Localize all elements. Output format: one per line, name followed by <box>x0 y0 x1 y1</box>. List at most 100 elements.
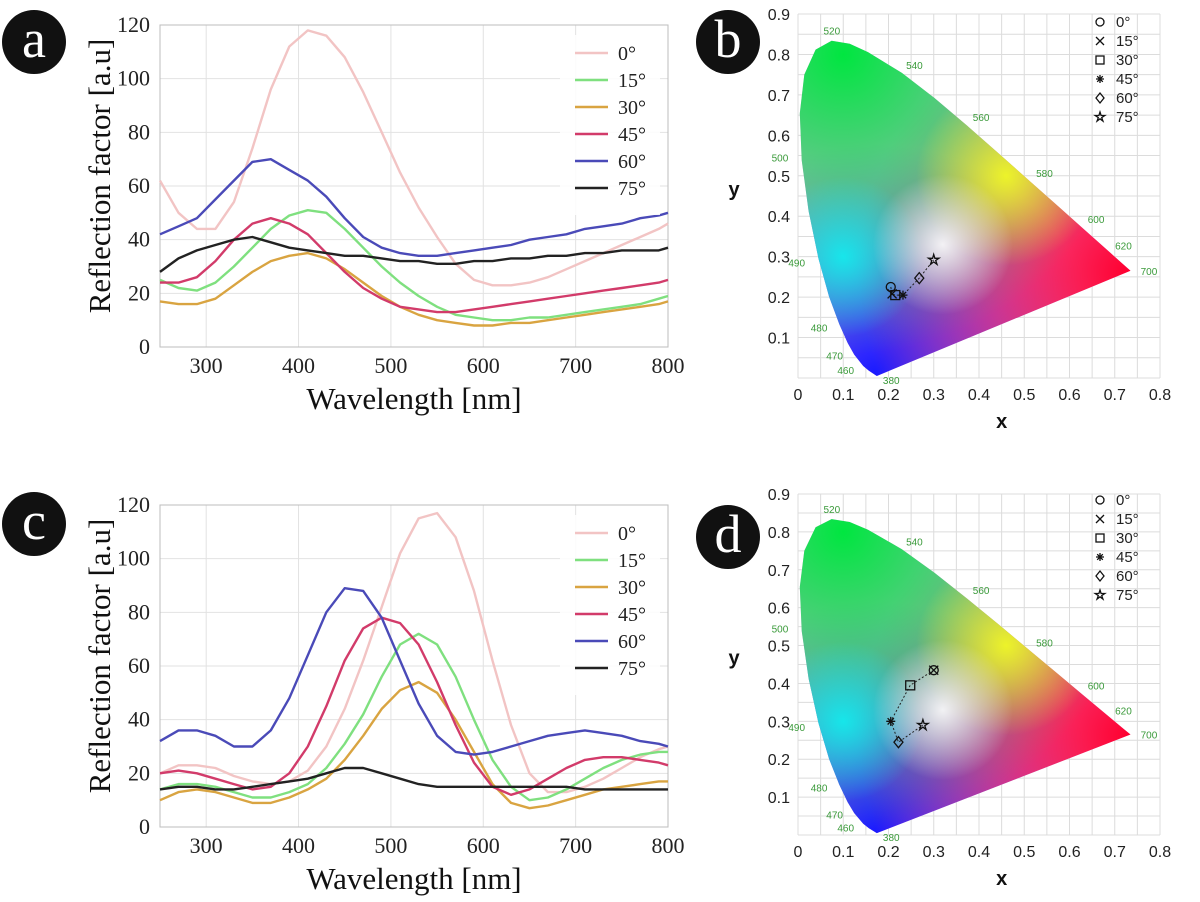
series-line-5 <box>159 235 669 273</box>
legend-label: 0° <box>1116 492 1130 509</box>
series-line-2 <box>159 251 669 327</box>
legend-label: 15° <box>1116 511 1139 528</box>
legend-marker-0 <box>1095 495 1105 505</box>
legend-label: 60° <box>1116 568 1139 585</box>
legend-label: 0° <box>1116 14 1130 31</box>
y-tick-label: 0.4 <box>768 676 790 693</box>
legend-marker-2 <box>1095 55 1105 65</box>
y-tick-label: 0.3 <box>768 714 790 731</box>
wavelength-label: 700 <box>1141 267 1158 278</box>
y-tick-label: 0.7 <box>768 563 790 580</box>
y-axis-title: y <box>728 648 740 670</box>
legend-marker-1 <box>1095 514 1105 524</box>
legend-label: 75° <box>618 178 646 200</box>
panel-label-a: a <box>2 10 66 74</box>
data-point-1 <box>928 665 939 676</box>
wavelength-label: 490 <box>788 723 805 734</box>
legend-label: 75° <box>618 658 646 680</box>
wavelength-label: 460 <box>837 824 854 835</box>
x-tick-label: 500 <box>374 833 407 858</box>
wavelength-label: 580 <box>1036 169 1053 180</box>
y-tick-label: 20 <box>128 280 150 305</box>
wavelength-label: 540 <box>906 61 923 72</box>
x-tick-label: 300 <box>190 833 223 858</box>
y-tick-label: 0.6 <box>768 128 790 145</box>
legend-label: 45° <box>618 124 646 146</box>
x-tick-label: 800 <box>652 353 685 378</box>
legend-label: 45° <box>1116 71 1139 88</box>
legend-label: 15° <box>1116 33 1139 50</box>
legend-label: 60° <box>618 631 646 653</box>
legend: 0° 15° 30° 45° 60° 75° <box>560 35 660 215</box>
legend-label: 0° <box>618 523 636 545</box>
x-tick-label: 0.8 <box>1149 387 1171 404</box>
wavelength-label: 700 <box>1141 731 1158 742</box>
x-tick-label: 0.4 <box>968 844 990 861</box>
legend-marker-2 <box>1095 533 1105 543</box>
x-tick-label: 400 <box>282 833 315 858</box>
legend-label: 75° <box>1116 109 1139 126</box>
y-tick-label: 0.9 <box>768 7 790 24</box>
x-tick-label: 0 <box>794 844 803 861</box>
y-tick-label: 60 <box>128 653 150 678</box>
x-tick-label: 0.3 <box>923 387 945 404</box>
x-axis-title: Wavelength [nm] <box>306 381 521 416</box>
wavelength-label: 620 <box>1115 241 1132 252</box>
wavelength-label: 500 <box>772 624 789 635</box>
reflection-chart-c: 300 400 500 600 700 800 0 20 40 60 80 100 120 Wavelen… <box>82 492 685 896</box>
legend-label: 30° <box>1116 530 1139 547</box>
x-tick-label: 700 <box>559 833 592 858</box>
y-tick-label: 120 <box>117 12 150 37</box>
x-tick-label: 0.2 <box>877 387 899 404</box>
y-tick-label: 100 <box>117 546 150 571</box>
data-point-0 <box>928 665 939 676</box>
legend-label: 15° <box>618 70 646 92</box>
series-line-0 <box>159 511 669 794</box>
y-tick-label: 0.2 <box>768 752 790 769</box>
panel-label-b: b <box>696 10 760 74</box>
wavelength-label: 480 <box>811 784 828 795</box>
x-axis-title: x <box>996 868 1007 890</box>
cie-diagram-d: 0 0.1 0.2 0.3 0.4 0.5 0.6 0.7 0.8 0.1 0.2 0.3 0.4 0.5… <box>728 487 1171 890</box>
legend-marker-5 <box>1093 587 1107 601</box>
wavelength-label: 520 <box>823 27 840 38</box>
wavelength-label: 540 <box>906 537 923 548</box>
legend-marker-0 <box>1095 17 1105 27</box>
wavelength-label: 480 <box>811 323 828 334</box>
y-axis-title: Reflection factor [a.u] <box>82 519 117 794</box>
y-tick-label: 0 <box>139 334 150 359</box>
x-tick-label: 0.1 <box>832 844 854 861</box>
data-point-3 <box>886 716 896 726</box>
legend-label: 0° <box>618 43 636 65</box>
legend-label: 45° <box>1116 549 1139 566</box>
legend-label: 30° <box>1116 52 1139 69</box>
legend-label: 15° <box>618 550 646 572</box>
x-tick-label: 0.5 <box>1013 387 1035 404</box>
legend-marker-5 <box>1093 109 1107 123</box>
legend-label: 60° <box>618 151 646 173</box>
x-tick-label: 700 <box>559 353 592 378</box>
x-tick-label: 0.5 <box>1013 844 1035 861</box>
legend-label: 30° <box>618 97 646 119</box>
series-line-4 <box>159 157 669 258</box>
y-tick-label: 120 <box>117 492 150 517</box>
plot-frame <box>159 504 669 828</box>
data-point-5 <box>915 717 931 732</box>
wavelength-label: 580 <box>1036 638 1053 649</box>
legend: 0° 15° 30° 45° 60° 75° <box>1093 492 1139 604</box>
x-tick-label: 0.6 <box>1058 387 1080 404</box>
data-point-5 <box>926 252 942 267</box>
wavelength-label: 460 <box>837 366 854 377</box>
x-tick-label: 400 <box>282 353 315 378</box>
y-tick-label: 0.5 <box>768 169 790 186</box>
series-line-4 <box>159 586 669 756</box>
y-tick-label: 0.6 <box>768 601 790 618</box>
wavelength-label: 620 <box>1115 706 1132 717</box>
x-tick-label: 800 <box>652 833 685 858</box>
wavelength-label: 560 <box>973 113 990 124</box>
data-point-4 <box>893 735 904 749</box>
y-tick-label: 40 <box>128 707 150 732</box>
wavelength-label: 600 <box>1088 215 1105 226</box>
x-axis-title: x <box>996 411 1007 430</box>
y-tick-label: 20 <box>128 760 150 785</box>
